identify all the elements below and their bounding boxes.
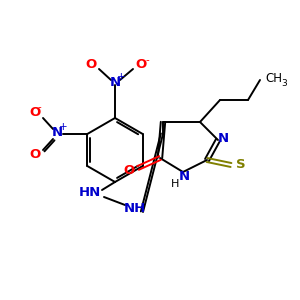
Text: NH: NH [124, 202, 146, 214]
Text: O: O [135, 58, 147, 71]
Text: N: N [218, 133, 229, 146]
Text: O: O [85, 58, 97, 71]
Text: O: O [123, 164, 135, 178]
Text: N: N [178, 169, 190, 182]
Text: +: + [117, 72, 125, 82]
Text: HN: HN [79, 187, 101, 200]
Text: O: O [29, 148, 40, 161]
Text: H: H [171, 179, 179, 189]
Text: CH: CH [266, 71, 283, 85]
Text: +: + [59, 122, 67, 132]
Text: N: N [51, 127, 63, 140]
Text: O: O [29, 106, 40, 119]
Text: 3: 3 [281, 79, 287, 88]
Text: S: S [236, 158, 246, 172]
Text: -: - [145, 55, 149, 65]
Text: N: N [110, 76, 121, 89]
Text: -: - [37, 102, 41, 112]
